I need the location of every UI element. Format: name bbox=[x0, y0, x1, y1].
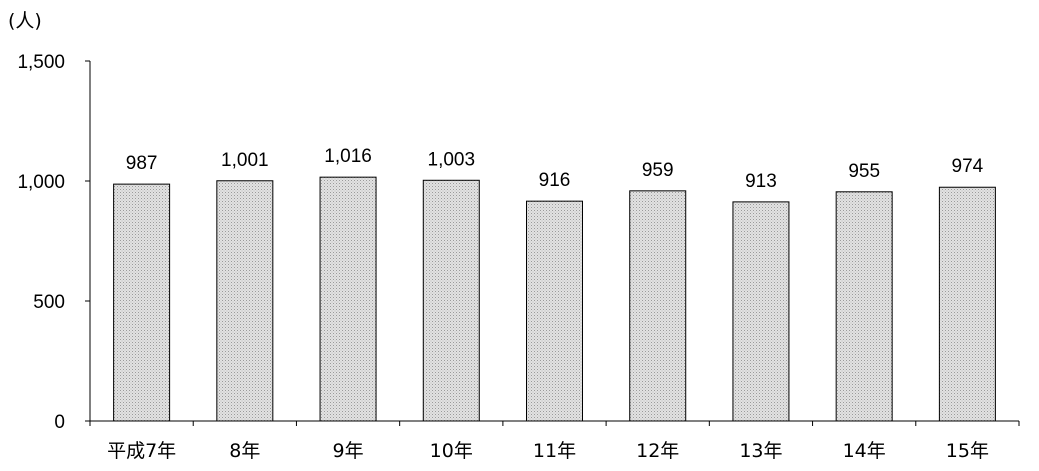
x-tick-label: 平成7年 bbox=[107, 440, 176, 462]
bar bbox=[422, 179, 480, 422]
x-tick-label: 15年 bbox=[946, 440, 989, 462]
y-axis-ticks: 0 500 1,000 1,500 bbox=[17, 52, 1020, 433]
bar-value-label: 913 bbox=[745, 171, 777, 192]
x-tick-label: 14年 bbox=[843, 440, 886, 462]
y-tick-label: 1,500 bbox=[17, 52, 65, 73]
bar-value-label: 959 bbox=[642, 160, 674, 181]
bar bbox=[629, 190, 687, 422]
bar bbox=[835, 191, 893, 422]
y-tick-label: 0 bbox=[54, 412, 65, 433]
x-tick-label: 12年 bbox=[636, 440, 679, 462]
x-axis-labels: 平成7年 8年 9年 10年 11年 12年 13年 14年 15年 bbox=[107, 440, 989, 462]
bar-value-label: 1,016 bbox=[324, 146, 372, 167]
bar bbox=[319, 176, 377, 422]
bar-value-label: 955 bbox=[848, 161, 880, 182]
x-tick-label: 11年 bbox=[533, 440, 576, 462]
bar-value-label: 987 bbox=[126, 153, 158, 174]
bar bbox=[113, 183, 171, 422]
y-tick-label: 1,000 bbox=[17, 172, 65, 193]
bar-value-label: 916 bbox=[539, 170, 571, 191]
x-tick-label: 9年 bbox=[333, 440, 364, 462]
bar bbox=[216, 180, 274, 422]
bar bbox=[938, 186, 996, 422]
bar bbox=[732, 201, 790, 422]
x-tick-label: 10年 bbox=[430, 440, 473, 462]
bar-value-label: 1,003 bbox=[428, 149, 476, 170]
x-tick-label: 8年 bbox=[229, 440, 260, 462]
data-labels: 987 1,001 1,016 1,003 916 959 913 955 974 bbox=[126, 146, 984, 192]
bars bbox=[113, 176, 996, 422]
bar-value-label: 974 bbox=[952, 156, 984, 177]
y-axis-unit-label: (人) bbox=[8, 10, 42, 32]
bar bbox=[526, 200, 583, 422]
bar-value-label: 1,001 bbox=[221, 150, 269, 171]
x-tick-label: 13年 bbox=[739, 440, 782, 462]
y-tick-label: 500 bbox=[33, 292, 65, 313]
